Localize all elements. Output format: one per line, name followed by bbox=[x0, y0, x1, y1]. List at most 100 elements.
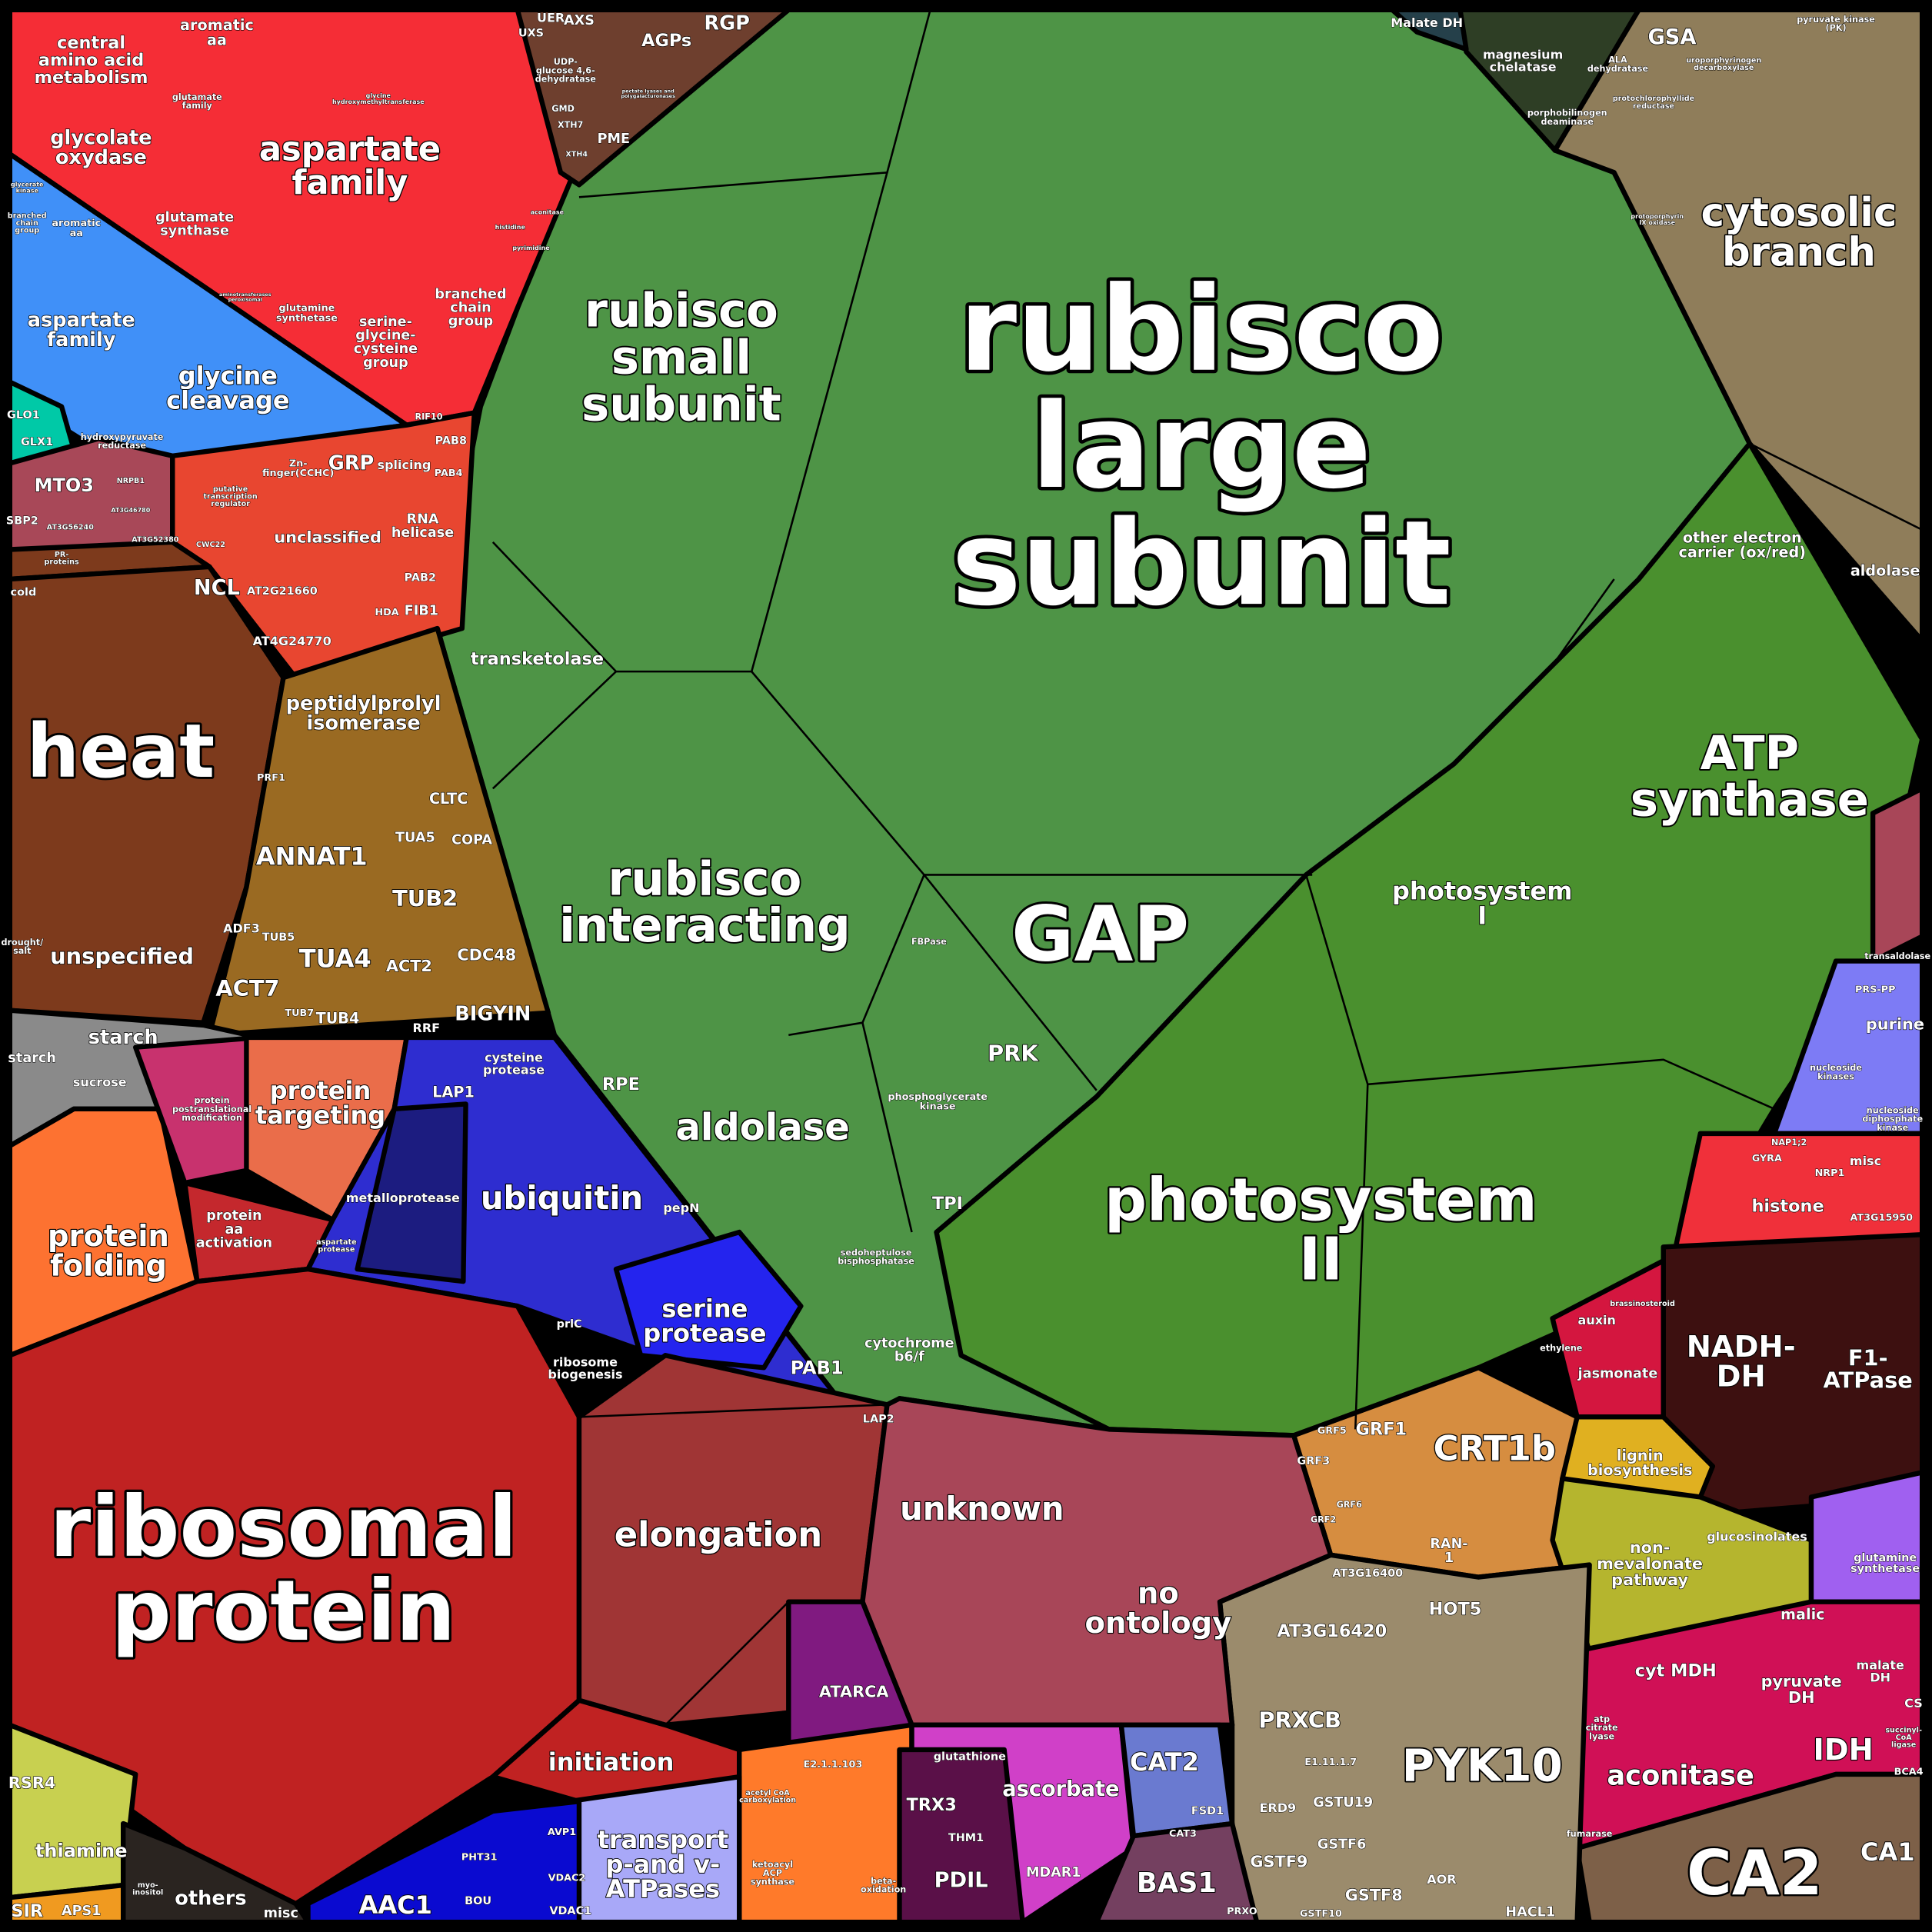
label-line: DH bbox=[1717, 1359, 1766, 1394]
label-malic: malic bbox=[1780, 1605, 1825, 1623]
label-line: glutamate bbox=[155, 210, 234, 225]
label-line: GRF3 bbox=[1297, 1455, 1330, 1467]
label-line: aconitase bbox=[531, 208, 565, 215]
label-line: central bbox=[57, 33, 125, 53]
label-line: glutamine bbox=[278, 302, 335, 314]
label-nrpb1: NRPB1 bbox=[117, 476, 145, 485]
label-line: activation bbox=[196, 1235, 272, 1251]
region-unknown bbox=[860, 1396, 1334, 1728]
label-gstf9: GSTF9 bbox=[1250, 1853, 1307, 1871]
label-line: GSTF9 bbox=[1250, 1853, 1307, 1871]
label-line: group bbox=[448, 314, 494, 329]
label-glucosinolates: glucosinolates bbox=[1707, 1529, 1807, 1544]
label-rpe: RPE bbox=[602, 1074, 640, 1094]
label-line: cold bbox=[11, 587, 37, 599]
label-line: ACP bbox=[763, 1868, 782, 1878]
label-line: malic bbox=[1780, 1605, 1825, 1623]
label-grf2: GRF2 bbox=[1311, 1514, 1336, 1524]
label-line: chelatase bbox=[1490, 59, 1557, 74]
label-line: CoA bbox=[1896, 1733, 1913, 1741]
region-cell-wall bbox=[515, 7, 791, 188]
label-line: putative bbox=[213, 485, 248, 494]
label-line: PRXO bbox=[1227, 1905, 1257, 1917]
label-line: serine- bbox=[359, 315, 412, 330]
label-pchlide: protochlorophyllide reductase bbox=[1613, 95, 1695, 111]
label-line: unclassified bbox=[274, 528, 381, 546]
label-pme: PME bbox=[598, 132, 630, 147]
label-central: central amino acid metabolism bbox=[35, 33, 148, 88]
label-pdh: pyruvate DH bbox=[1761, 1672, 1842, 1707]
label-line: serine bbox=[661, 1294, 748, 1323]
label-line: deaminase bbox=[1541, 116, 1594, 126]
label-line: carboxylation bbox=[739, 1796, 796, 1804]
label-line: ALA bbox=[1608, 55, 1627, 65]
label-line: group bbox=[363, 355, 408, 371]
label-tub5: TUB5 bbox=[262, 931, 295, 944]
label-line: protein bbox=[195, 1095, 230, 1105]
label-line: GRF5 bbox=[1317, 1424, 1347, 1436]
label-line: misc bbox=[264, 1906, 298, 1921]
label-line: biogenesis bbox=[548, 1367, 622, 1381]
label-line: metabolism bbox=[35, 68, 148, 88]
label-xth4: XTH4 bbox=[565, 150, 588, 158]
label-line: HDA bbox=[375, 607, 398, 618]
label-ps1: photosystem I bbox=[1392, 876, 1572, 930]
label-line: protease bbox=[643, 1318, 766, 1347]
label-act2: ACT2 bbox=[386, 957, 432, 975]
label-transport: transport p-and v-ATPases bbox=[598, 1825, 729, 1904]
label-line: postranslational bbox=[172, 1104, 251, 1114]
label-line: GRF2 bbox=[1311, 1514, 1336, 1524]
label-line: cytochrome bbox=[864, 1336, 954, 1351]
label-line: NADH- bbox=[1687, 1330, 1796, 1364]
label-line: folding bbox=[50, 1248, 167, 1283]
label-line: aconitase bbox=[1607, 1760, 1754, 1791]
label-line: carrier (ox/red) bbox=[1678, 543, 1806, 561]
label-grf1: GRF1 bbox=[1356, 1419, 1407, 1439]
label-line: metalloprotease bbox=[346, 1191, 460, 1205]
label-histidine: histidine bbox=[495, 223, 526, 230]
label-line: glycine- bbox=[355, 328, 415, 344]
label-bou: BOU bbox=[465, 1895, 491, 1907]
label-erd9: ERD9 bbox=[1259, 1800, 1296, 1815]
label-gmd: GMD bbox=[551, 103, 575, 113]
cell-border bbox=[1367, 1058, 1775, 1111]
label-line: proteins bbox=[45, 558, 79, 566]
label-glu-synthase: glutamate synthase bbox=[155, 210, 234, 239]
label-f1: F1-ATPase bbox=[1824, 1344, 1913, 1393]
label-ca1: CA1 bbox=[1860, 1837, 1915, 1867]
label-line: PHT31 bbox=[461, 1851, 498, 1863]
label-line: PAB4 bbox=[435, 468, 463, 479]
label-misc-r: misc bbox=[1850, 1154, 1881, 1168]
label-ala: ALA dehydratase bbox=[1587, 55, 1649, 73]
label-line: synthase bbox=[751, 1877, 795, 1887]
label-line: CS bbox=[1904, 1696, 1923, 1710]
label-line: MDAR1 bbox=[1026, 1865, 1081, 1880]
label-line: kinase bbox=[16, 187, 39, 194]
region-n-metabolism bbox=[1808, 1470, 1925, 1604]
label-line: amino acid bbox=[38, 51, 144, 71]
label-line: HOT5 bbox=[1429, 1599, 1482, 1619]
label-line: hydroxypyruvate bbox=[81, 431, 164, 441]
label-line: RSR4 bbox=[8, 1774, 56, 1792]
label-line: thiamine bbox=[35, 1840, 128, 1861]
label-pab8: PAB8 bbox=[435, 435, 467, 448]
label-line: subunit bbox=[581, 377, 781, 431]
label-line: RAN- bbox=[1430, 1537, 1467, 1552]
label-line: GAP bbox=[1011, 890, 1189, 978]
label-aldolase-r: aldolase bbox=[1850, 561, 1920, 579]
label-pgk: phosphoglycerate kinase bbox=[888, 1091, 988, 1112]
label-e1117: E1.11.1.7 bbox=[1304, 1756, 1357, 1767]
label-line: UXS bbox=[518, 27, 544, 39]
label-agps: AGPs bbox=[641, 31, 691, 51]
label-at3g46780: AT3G46780 bbox=[111, 507, 150, 514]
label-ribosomal: ribosomal protein bbox=[50, 1477, 518, 1659]
label-line: F1- bbox=[1848, 1344, 1888, 1371]
label-line: ketoacyl bbox=[752, 1859, 793, 1869]
label-nuc-kin: nucleoside kinases bbox=[1810, 1063, 1862, 1081]
label-line: fumarase bbox=[1567, 1828, 1613, 1838]
label-rif10: RIF10 bbox=[415, 411, 442, 421]
label-line: porphobilinogen bbox=[1527, 108, 1607, 118]
label-transaldolase: transaldolase bbox=[1864, 951, 1930, 961]
label-targeting: protein targeting bbox=[255, 1076, 385, 1130]
label-ncl: NCL bbox=[194, 576, 240, 600]
